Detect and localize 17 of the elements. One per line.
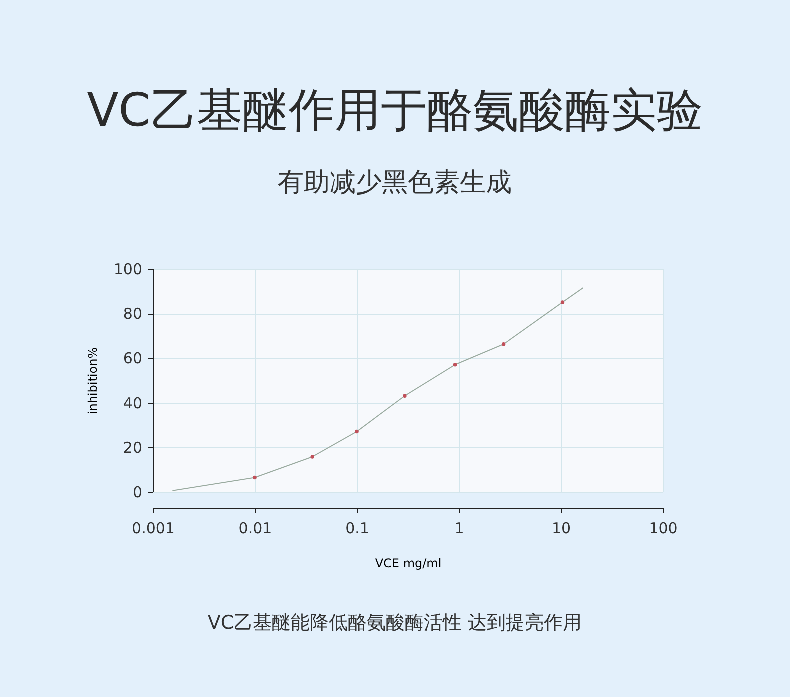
y-tick-label: 0 — [132, 484, 142, 502]
y-tick-label: 20 — [123, 438, 142, 457]
x-axis-title: VCE mg/ml — [375, 556, 442, 570]
x-tick-label: 1 — [454, 520, 464, 538]
y-tick-label: 40 — [123, 394, 142, 412]
y-axis-title: inhibition% — [86, 347, 100, 415]
y-tick-label: 100 — [114, 260, 142, 278]
chart-subtitle: 有助减少黑色素生成 — [278, 168, 512, 198]
x-tick-label: 0.001 — [132, 520, 175, 538]
text: VC乙基醚能降低酪氨酸酶活性 达到提亮作用 — [208, 612, 582, 634]
x-tick-label: 10 — [552, 520, 572, 538]
chart-title: VC乙基醚作用于酪氨酸酶实验 — [87, 83, 703, 137]
x-tick-label: 0.1 — [346, 520, 370, 538]
x-tick-label: 0.01 — [238, 520, 272, 538]
y-tick-label: 60 — [123, 350, 142, 368]
y-tick-label: 80 — [123, 305, 142, 324]
x-tick-label: 100 — [649, 520, 678, 538]
